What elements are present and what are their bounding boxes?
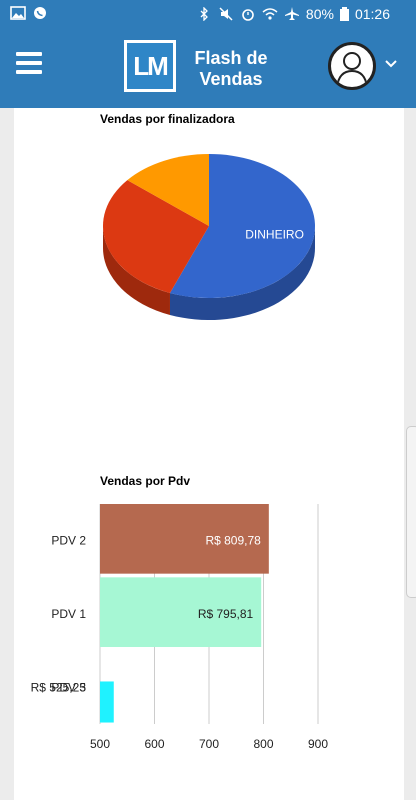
menu-line: [16, 70, 42, 74]
alarm-icon: [242, 9, 254, 21]
x-tick-label: 500: [90, 737, 110, 751]
bar-pdv-3[interactable]: [100, 681, 114, 723]
pie-slice-2[interactable]: [127, 154, 209, 226]
x-tick-label: 600: [144, 737, 164, 751]
menu-line: [16, 52, 42, 56]
whatsapp-icon: [34, 7, 46, 19]
menu-line: [16, 61, 42, 65]
pie-chart-title: Vendas por finalizadora: [100, 112, 235, 126]
status-bar: 80% 01:26: [0, 0, 416, 28]
scroll-handle[interactable]: [406, 426, 416, 598]
logo-text: LM: [127, 43, 173, 89]
bar-value-label: R$ 795,81: [198, 607, 254, 621]
chevron-down-icon[interactable]: [383, 58, 399, 70]
pie-slice-1[interactable]: [103, 180, 209, 293]
app-bar: LM Flash de Vendas: [0, 28, 416, 108]
wifi-icon: [262, 8, 278, 20]
app-logo: LM: [124, 40, 176, 92]
battery-icon: [339, 7, 349, 21]
battery-percent: 80%: [305, 6, 334, 22]
pie-slice-side: [169, 226, 315, 320]
bar-pdv-2[interactable]: [100, 504, 269, 574]
app-title-line1: Flash de: [194, 48, 268, 68]
hamburger-menu-button[interactable]: [16, 52, 42, 76]
clock: 01:26: [354, 6, 390, 22]
bar-value-label: R$ 809,78: [205, 534, 261, 548]
bar-value-label: R$ 525,25: [31, 680, 87, 694]
pie-slice-side: [103, 226, 170, 315]
airplane-icon: [284, 7, 299, 20]
person-icon: [336, 52, 368, 87]
bar-chart: 500 600 700 800 900 PDV 2 R$ 809,78 PDV 1 R$ 795…: [31, 504, 328, 751]
image-icon: [10, 6, 26, 20]
mute-icon: [219, 7, 233, 21]
pie-slice-0[interactable]: [169, 154, 315, 298]
app-title-line2: Vendas: [199, 69, 263, 89]
app-title: Flash de Vendas: [186, 48, 276, 90]
bluetooth-icon: [200, 7, 208, 21]
pie-slice-label: DINHEIRO: [245, 227, 304, 241]
category-label: PDV 1: [51, 607, 86, 621]
category-label: PDV 2: [51, 534, 86, 548]
x-tick-label: 700: [199, 737, 219, 751]
category-label: PDV 3: [51, 680, 86, 694]
user-avatar-icon[interactable]: [328, 42, 376, 90]
bar-pdv-1[interactable]: [100, 577, 262, 647]
dashboard-content: Vendas por finalizadora Vendas por Pdv D…: [14, 108, 404, 800]
pie-chart: DINHEIRO: [103, 154, 315, 320]
x-tick-label: 800: [253, 737, 273, 751]
x-tick-label: 900: [308, 737, 328, 751]
bar-chart-title: Vendas por Pdv: [100, 474, 191, 488]
